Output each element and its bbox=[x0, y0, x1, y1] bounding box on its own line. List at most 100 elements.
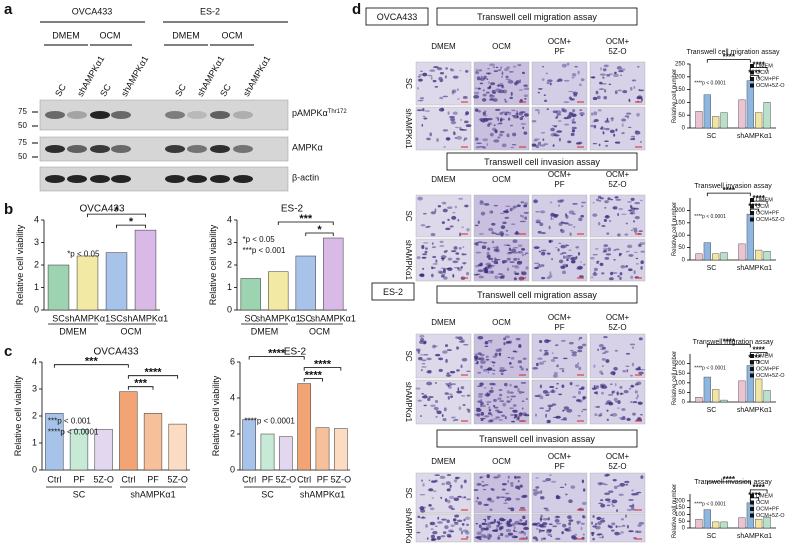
cell bbox=[516, 204, 521, 207]
bar bbox=[69, 429, 89, 471]
cell bbox=[629, 505, 635, 507]
cell bbox=[439, 240, 444, 244]
cell bbox=[550, 216, 553, 221]
cell bbox=[509, 391, 514, 394]
cell bbox=[449, 370, 456, 374]
cell bbox=[625, 112, 632, 115]
cell bbox=[519, 506, 526, 510]
cell bbox=[570, 256, 577, 261]
cell bbox=[475, 407, 481, 410]
cell-line-box bbox=[371, 282, 415, 301]
cell bbox=[464, 120, 469, 124]
cell-line: OVCA433 bbox=[72, 6, 113, 16]
cell bbox=[626, 244, 633, 249]
cell bbox=[555, 387, 558, 390]
cell bbox=[416, 109, 423, 112]
cell bbox=[497, 136, 501, 139]
cell bbox=[591, 387, 597, 390]
cell bbox=[505, 492, 510, 495]
cell bbox=[560, 339, 566, 342]
cell bbox=[477, 220, 481, 225]
cell bbox=[604, 498, 611, 502]
cell bbox=[597, 521, 602, 526]
cell bbox=[427, 397, 431, 402]
cell bbox=[513, 277, 517, 281]
cell bbox=[578, 338, 581, 341]
assay-box bbox=[436, 429, 638, 448]
group-label: shAMPKα1 bbox=[130, 489, 175, 499]
cell bbox=[444, 498, 448, 502]
cell bbox=[556, 113, 562, 116]
cell bbox=[552, 357, 559, 359]
cell bbox=[568, 522, 572, 526]
cell bbox=[567, 140, 572, 144]
cell bbox=[627, 201, 632, 203]
cell bbox=[514, 414, 517, 418]
cell bbox=[523, 531, 526, 536]
cell bbox=[500, 532, 504, 537]
cell bbox=[594, 523, 598, 526]
cell bbox=[429, 507, 435, 511]
cell bbox=[590, 256, 595, 260]
cell bbox=[456, 390, 463, 394]
cell bbox=[639, 368, 646, 371]
row-label: shAMPKα1 bbox=[404, 508, 413, 543]
cell bbox=[478, 357, 485, 361]
cell bbox=[475, 69, 479, 74]
legend-swatch bbox=[750, 217, 754, 222]
chart-title: ES-2 bbox=[284, 347, 307, 358]
cell bbox=[627, 250, 630, 252]
cell bbox=[549, 271, 552, 276]
mw-marker: 50 bbox=[18, 152, 27, 161]
cell bbox=[497, 273, 503, 275]
cell bbox=[486, 474, 490, 479]
cell bbox=[452, 75, 459, 79]
cell bbox=[507, 80, 514, 84]
cell bbox=[590, 276, 594, 278]
cell bbox=[490, 487, 493, 490]
cell bbox=[434, 86, 439, 88]
significance-stars: **** bbox=[314, 358, 332, 370]
significance-bracket bbox=[749, 200, 768, 205]
bar bbox=[268, 271, 289, 311]
cell bbox=[475, 137, 479, 141]
cell bbox=[537, 394, 542, 397]
cell bbox=[506, 257, 511, 261]
cell bbox=[568, 519, 574, 522]
cell bbox=[518, 251, 521, 254]
cell bbox=[486, 272, 492, 274]
cell bbox=[500, 66, 502, 69]
cell bbox=[496, 520, 501, 524]
cell bbox=[497, 522, 503, 525]
cell bbox=[594, 248, 599, 250]
cell bbox=[604, 256, 610, 260]
cell bbox=[535, 219, 541, 223]
cell bbox=[612, 505, 615, 507]
cell bbox=[484, 393, 491, 397]
cell bbox=[610, 414, 613, 417]
cell bbox=[473, 355, 479, 360]
cell bbox=[482, 242, 488, 244]
cell bbox=[540, 518, 542, 523]
significance-bracket bbox=[749, 489, 768, 493]
y-tick-label: 0 bbox=[227, 304, 232, 314]
cell bbox=[631, 489, 634, 492]
cell bbox=[473, 95, 480, 99]
blot-band bbox=[67, 111, 87, 119]
cell bbox=[459, 340, 465, 343]
cell bbox=[486, 143, 489, 146]
cell bbox=[569, 98, 575, 101]
x-tick-label: PF bbox=[262, 474, 274, 484]
cell bbox=[605, 144, 609, 147]
cell bbox=[605, 359, 610, 363]
legend-label: DMEM bbox=[756, 63, 773, 69]
cell bbox=[465, 111, 469, 115]
cell bbox=[500, 212, 505, 215]
cell bbox=[632, 503, 635, 506]
cell bbox=[631, 385, 635, 388]
cell bbox=[598, 536, 603, 539]
cell bbox=[553, 134, 560, 137]
cell bbox=[517, 250, 524, 254]
cell bbox=[571, 535, 576, 539]
cell bbox=[491, 230, 494, 234]
